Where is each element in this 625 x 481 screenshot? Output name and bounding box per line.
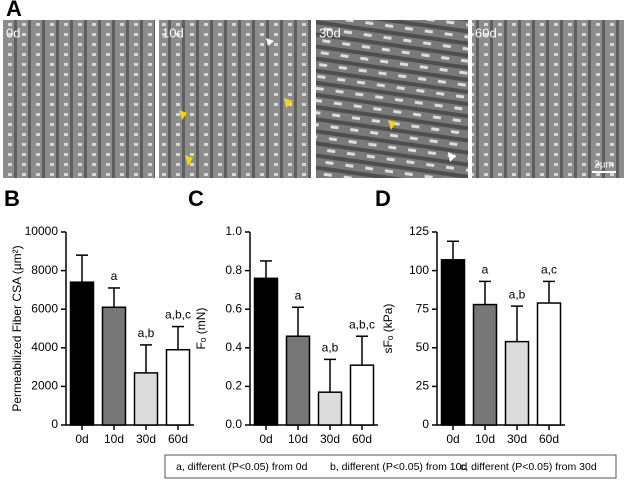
micrograph-label: 10d: [162, 25, 184, 40]
x-tick-label: 10d: [104, 432, 124, 446]
y-tick-label: 0.0: [225, 417, 242, 431]
panel-label: D: [375, 186, 391, 211]
y-tick-label: 2000: [31, 379, 58, 393]
arrowhead: [448, 152, 456, 162]
footnote: a, different (P<0.05) from 0d: [176, 461, 308, 473]
x-tick-label: 30d: [507, 432, 527, 446]
bar: [349, 364, 375, 426]
micrographs: 2µm: [3, 20, 624, 178]
panel-label: C: [188, 186, 204, 211]
bar: [285, 335, 311, 426]
y-tick-label: 25: [416, 379, 430, 393]
bar: [440, 259, 466, 426]
annotation: a,b,c: [349, 317, 375, 331]
annotation: a: [111, 269, 118, 283]
micrograph: [3, 20, 155, 178]
micrograph-label: 30d: [319, 25, 341, 40]
panel-label: B: [4, 186, 20, 211]
arrowhead: [284, 98, 293, 108]
annotation: a: [482, 263, 489, 277]
annotation: a,c: [541, 263, 557, 277]
y-tick-label: 0: [422, 417, 429, 431]
y-tick-label: 0.4: [225, 340, 242, 354]
bar: [317, 391, 343, 426]
bar: [472, 303, 498, 426]
annotation: a,b,c: [165, 308, 191, 322]
annotation: a,b: [138, 326, 155, 340]
x-tick-label: 60d: [352, 432, 372, 446]
arrowhead: [185, 155, 193, 166]
y-tick-label: 50: [416, 340, 430, 354]
y-tick-label: 4000: [31, 340, 58, 354]
x-tick-label: 30d: [136, 432, 156, 446]
panel-label: A: [6, 0, 22, 21]
bar: [101, 306, 127, 426]
y-axis-title: Fₒ (mN): [194, 308, 208, 350]
x-tick-label: 30d: [320, 432, 340, 446]
x-tick-label: 10d: [475, 432, 495, 446]
scale-bar-label: 2µm: [594, 160, 614, 171]
micrograph: [472, 20, 624, 178]
bar: [165, 348, 191, 426]
bar: [133, 372, 159, 426]
y-tick-label: 125: [409, 224, 429, 238]
arrowhead: [266, 38, 274, 46]
annotation: a: [295, 288, 302, 302]
x-tick-label: 60d: [168, 432, 188, 446]
x-tick-label: 0d: [259, 432, 272, 446]
footnote: c, different (P<0.05) from 30d: [460, 461, 597, 473]
x-tick-label: 0d: [446, 432, 459, 446]
y-axis-title: Permeabilized Fiber CSA (µm²): [10, 245, 24, 411]
y-axis-title: sFₒ (kPa): [381, 304, 395, 354]
x-tick-label: 10d: [288, 432, 308, 446]
y-tick-label: 0: [51, 417, 58, 431]
y-tick-label: 8000: [31, 263, 58, 277]
annotation: a,b: [509, 287, 526, 301]
footnote: b, different (P<0.05) from 10d: [330, 461, 467, 473]
bar: [69, 281, 95, 426]
x-tick-label: 0d: [75, 432, 88, 446]
footnote-box: [164, 454, 617, 479]
bar: [504, 340, 530, 426]
micrograph: [316, 20, 468, 178]
bar: [253, 277, 279, 426]
y-tick-label: 75: [416, 301, 430, 315]
y-tick-label: 10000: [25, 224, 59, 238]
arrowhead: [179, 110, 187, 120]
x-tick-label: 60d: [539, 432, 559, 446]
y-tick-label: 0.2: [225, 379, 242, 393]
micrograph: [159, 20, 311, 178]
bar: [536, 302, 562, 426]
y-tick-label: 6000: [31, 301, 58, 315]
y-tick-label: 100: [409, 263, 429, 277]
annotation: a,b: [322, 341, 339, 355]
micrograph-label: 0d: [6, 25, 20, 40]
micrograph-label: 60d: [475, 25, 497, 40]
y-tick-label: 0.8: [225, 263, 242, 277]
y-tick-label: 0.6: [225, 301, 242, 315]
y-tick-label: 1.0: [225, 224, 242, 238]
arrowhead: [388, 120, 396, 130]
